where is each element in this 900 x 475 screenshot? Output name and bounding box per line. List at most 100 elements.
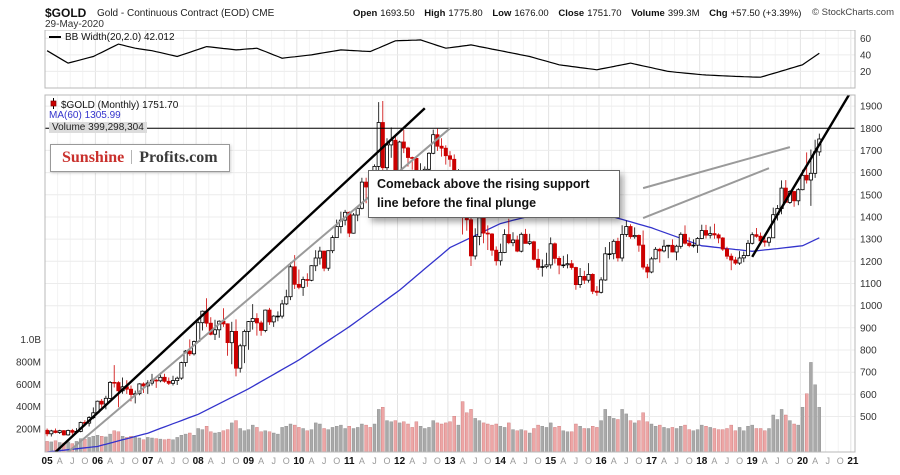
sunshineprofits-watermark: Sunshine Profits.com: [50, 144, 230, 172]
candle-body: [531, 241, 536, 260]
candle-body: [384, 144, 389, 169]
volume-bar: [263, 430, 267, 453]
month-label: O: [837, 456, 844, 466]
month-label: J: [725, 456, 730, 466]
volume-bar: [456, 424, 461, 453]
volume-bar: [301, 428, 305, 453]
bb-tick-label: 20: [860, 67, 872, 78]
volume-bar: [427, 427, 431, 453]
volume-bar: [809, 362, 813, 453]
candle-body: [275, 315, 280, 318]
volume-bar: [645, 421, 649, 453]
month-label: O: [333, 456, 340, 466]
candle-body: [212, 329, 217, 335]
volume-bar: [616, 419, 620, 453]
bb-width-value: 42.012: [143, 32, 175, 43]
year-label: 19: [747, 456, 759, 467]
volume-bar: [209, 431, 213, 453]
candle-body: [502, 234, 507, 253]
bb-tick-label: 60: [860, 34, 872, 45]
volume-bar: [439, 423, 444, 453]
candle-body: [401, 141, 406, 149]
volume-readout-label: Volume 399,298,304: [49, 121, 147, 133]
volume-bar: [628, 420, 633, 453]
open-value: 1693.50: [380, 8, 415, 19]
candle-body: [691, 244, 696, 247]
volume-bar: [322, 428, 326, 453]
candle-body: [494, 249, 499, 262]
year-label: 13: [444, 456, 456, 467]
year-label: 15: [545, 456, 557, 467]
candle-body: [267, 309, 272, 323]
volume-readout-value: 399,298,304: [88, 121, 144, 133]
price-tick-label: 800: [860, 346, 877, 357]
price-tick-label: 1800: [860, 124, 883, 135]
month-label: A: [812, 456, 818, 466]
volume-tick-label: 600M: [16, 380, 41, 391]
close-label: Close: [558, 8, 585, 19]
volume-bar: [385, 420, 389, 453]
candle-body: [137, 383, 142, 395]
month-label: J: [221, 456, 226, 466]
volume-bar: [557, 426, 561, 453]
main-panel-border: [44, 94, 856, 453]
year-label: 09: [243, 456, 255, 467]
volume-bar: [565, 431, 570, 453]
volume-bar: [578, 426, 582, 453]
volume-bar: [712, 428, 717, 453]
volume-tick-label: 400M: [16, 402, 41, 413]
candle-body: [557, 257, 562, 266]
month-label: O: [182, 456, 189, 466]
candle-body: [66, 430, 71, 436]
volume-bar: [817, 407, 821, 453]
axis-labels: 500 600 700 800 900 1000 1100 1200 1300 1400 1500 1…: [16, 34, 883, 467]
month-label: A: [107, 456, 113, 466]
volume-bar: [725, 428, 729, 453]
symbol: $GOLD: [45, 6, 87, 20]
volume-bar: [465, 412, 469, 453]
volume-bar: [234, 420, 238, 453]
volume-bar: [486, 423, 490, 453]
overlay-lines-layer: [45, 95, 855, 452]
high-label: High: [424, 8, 446, 19]
volume-bar: [670, 427, 675, 453]
candle-body: [175, 377, 180, 382]
candle-body: [376, 122, 381, 167]
candle-body: [527, 241, 532, 244]
candle-body: [666, 244, 671, 247]
candle-body: [317, 250, 322, 259]
volume-bar: [360, 423, 364, 453]
candle-body: [477, 217, 482, 237]
year-label: 14: [495, 456, 507, 467]
volume-bar: [754, 428, 759, 453]
volume-bar: [742, 430, 746, 453]
volume-bar: [813, 384, 817, 453]
month-label: J: [523, 456, 528, 466]
volume-bar: [796, 424, 800, 453]
volume-bar: [662, 427, 666, 453]
volume-bar: [129, 436, 133, 453]
candle-body: [108, 381, 113, 399]
volume-bar: [83, 438, 87, 453]
volume-bar: [267, 431, 272, 453]
volume-bar: [779, 409, 784, 453]
volume-bar: [175, 437, 179, 453]
volume-bar: [402, 421, 406, 453]
rising-support-line-2019-2020: [751, 95, 851, 258]
month-label: J: [825, 456, 830, 466]
candle-body: [628, 226, 633, 238]
volume-bar: [477, 420, 482, 453]
volume-bar: [423, 428, 427, 453]
volume-bar: [788, 420, 792, 453]
candle-body: [49, 430, 54, 435]
candle-body: [548, 243, 553, 266]
volume-bar: [666, 428, 670, 453]
volume-tick-label: 800M: [16, 357, 41, 368]
month-label: J: [372, 456, 377, 466]
volume-bar: [750, 424, 754, 453]
candle-body: [439, 145, 444, 149]
candle-body: [225, 323, 230, 343]
candle-body: [611, 240, 616, 255]
symbol-description: Gold - Continuous Contract (EOD) CME: [97, 8, 275, 19]
candle-body: [737, 257, 742, 264]
